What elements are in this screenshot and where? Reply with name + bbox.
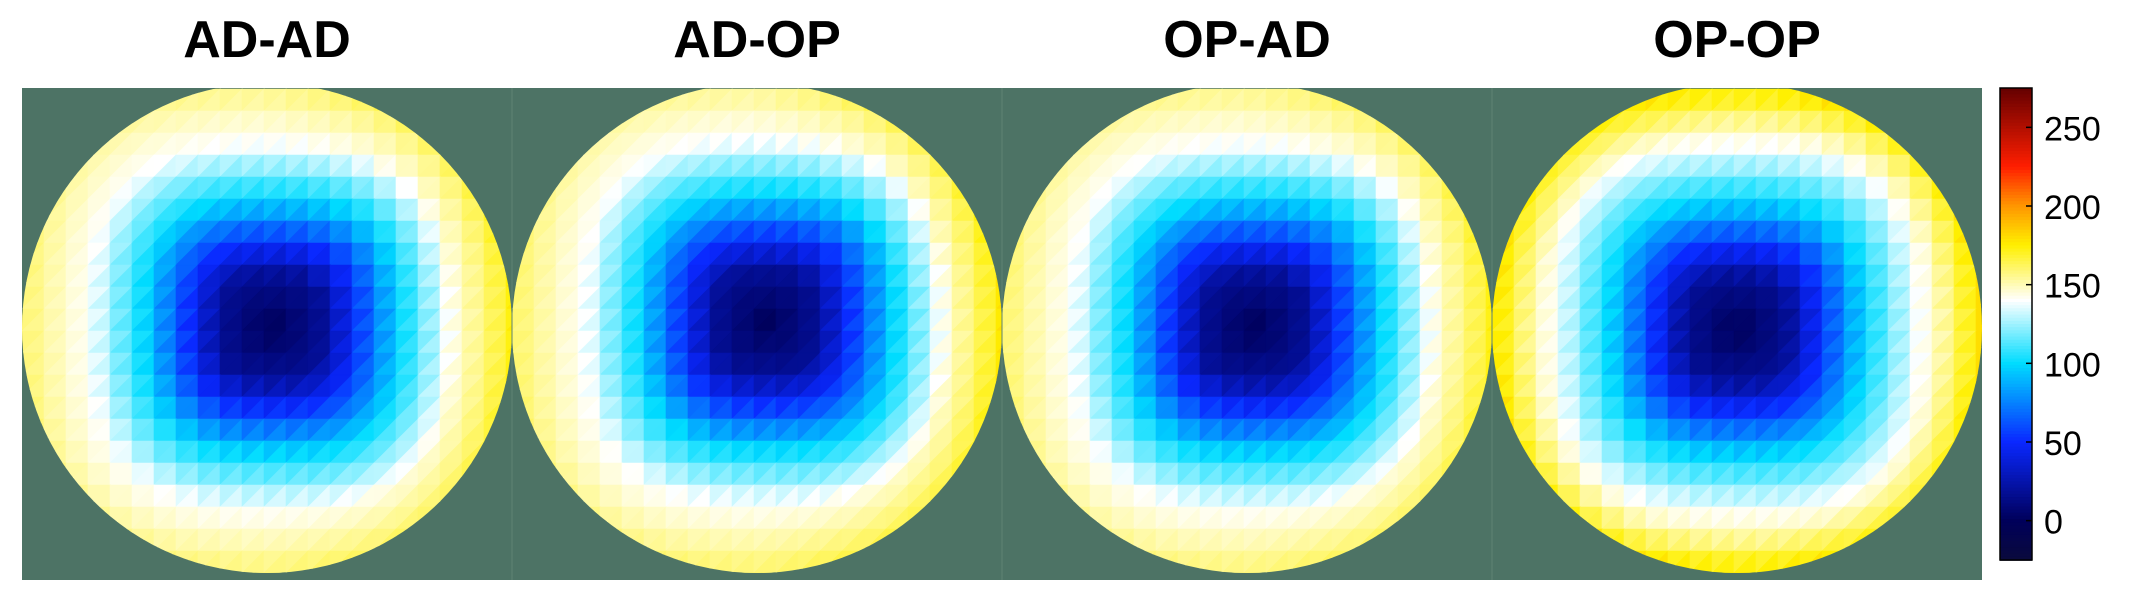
polar-map-1 — [22, 88, 512, 573]
colorbar-tick-label: 150 — [2044, 268, 2101, 306]
colorbar-tick-label: 0 — [2044, 504, 2063, 542]
panel-title-2: AD-OP — [673, 11, 841, 69]
colorbar — [1999, 87, 2033, 561]
polar-map-4 — [1492, 88, 1982, 573]
panel-title-3: OP-AD — [1163, 11, 1331, 69]
panel-title-1: AD-AD — [183, 11, 351, 69]
colorbar-tick-label: 250 — [2044, 110, 2101, 148]
colorbar-tick-label: 50 — [2044, 425, 2082, 463]
panel-title-4: OP-OP — [1653, 11, 1821, 69]
colorbar-tick-label: 200 — [2044, 189, 2101, 227]
colorbar-tick-label: 100 — [2044, 346, 2101, 384]
